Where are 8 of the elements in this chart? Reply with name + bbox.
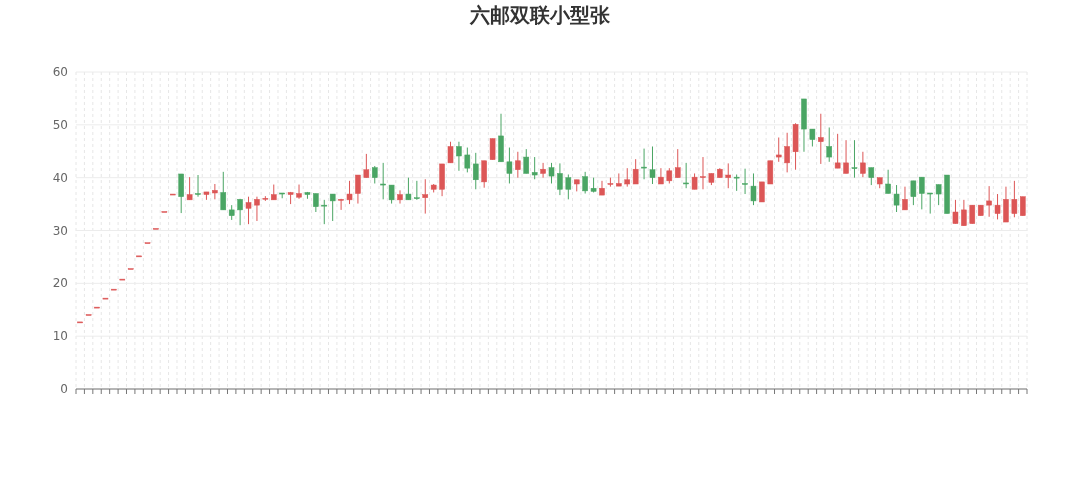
y-tick-label: 10 [52,329,68,344]
y-tick-label: 0 [60,382,68,396]
y-tick-label: 20 [52,276,68,291]
chart-title: 六邮双联小型张 [469,3,611,27]
y-tick-label: 60 [52,65,68,79]
y-tick-label: 50 [52,117,68,132]
y-tick-label: 40 [52,170,68,185]
y-tick-label: 30 [52,223,68,238]
